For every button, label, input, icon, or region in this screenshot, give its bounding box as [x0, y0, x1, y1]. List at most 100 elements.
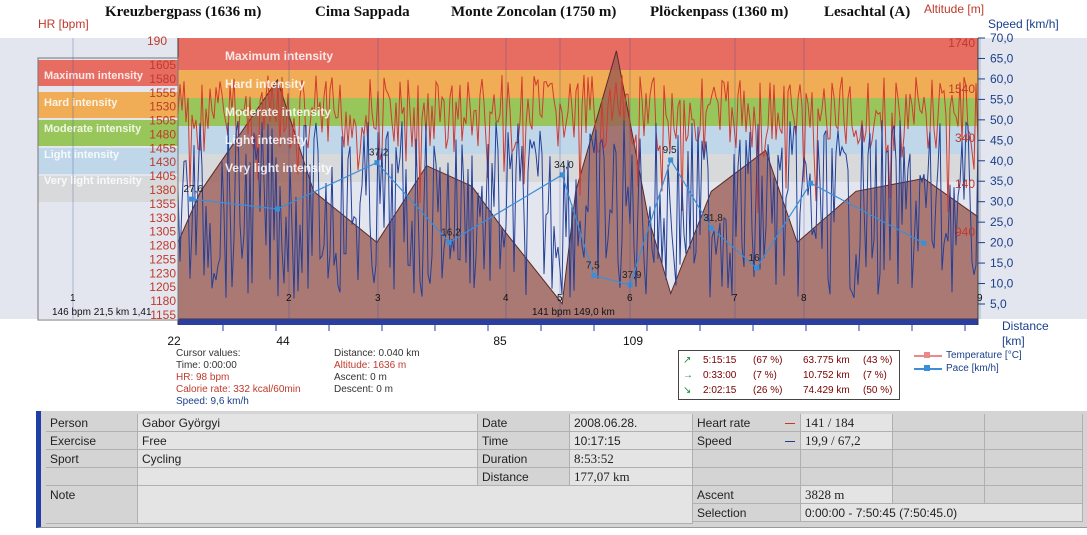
pace-point	[189, 196, 195, 202]
pace-point	[808, 180, 814, 186]
lap-label: 7	[732, 293, 738, 304]
distance-axis-label: Distance	[1002, 319, 1049, 333]
time-value[interactable]: 10:17:15	[570, 432, 693, 450]
cursor-hr: HR: 98 bpm	[176, 372, 230, 383]
cursor-title: Cursor values:	[176, 348, 241, 359]
legend-marker	[924, 352, 930, 358]
exercise-label: Exercise	[46, 432, 138, 450]
cursor-altitude: Altitude: 1636 m	[334, 360, 407, 371]
row4-blank	[693, 468, 801, 486]
lap-label: 1	[70, 293, 76, 304]
legend-item-temperature[interactable]: Temperature [°C]	[912, 350, 1022, 363]
selection-value[interactable]: 0:00:00 - 7:50:45 (7:50:45.0)	[801, 504, 1083, 522]
altitude-right-tick-label: 140	[955, 177, 975, 191]
exercise-value[interactable]: Free	[138, 432, 478, 450]
altitude-right-ticks: 140 340 940 1540 1740	[948, 36, 975, 239]
cursor-time: Time: 0:00:00	[176, 360, 237, 371]
pace-label: 34,0	[554, 160, 574, 171]
speed-extra-2	[985, 432, 1083, 450]
distance-label: Distance	[478, 468, 570, 486]
slope-dist: 63.775 km	[803, 355, 850, 366]
distance-value[interactable]: 177,07 km	[570, 468, 693, 486]
duration-value[interactable]: 8:53:52	[570, 450, 693, 468]
speed-tick-label: 35,0	[990, 174, 1014, 188]
pace-point	[559, 172, 565, 178]
pace-label: 37,9	[622, 270, 642, 281]
speed-tick-label: 25,0	[990, 215, 1014, 229]
empty-value	[138, 468, 478, 486]
slope-dist-pct: (43 %)	[863, 355, 893, 366]
altitude-tick-label: 1180	[150, 294, 176, 308]
distance-tick-label: 109	[623, 334, 643, 348]
pass-label-1: Cima Sappada	[315, 4, 410, 20]
overview-zone-band-3	[38, 148, 178, 174]
row3-blank-4	[985, 450, 1083, 468]
altitude-tick-label: 1455	[149, 141, 176, 155]
zone-band-0	[178, 38, 978, 70]
pace-point	[591, 273, 597, 278]
altitude-tick-label: 1155	[150, 308, 176, 322]
distance-tick-label: 85	[493, 334, 507, 348]
pace-point	[374, 160, 380, 166]
cursor-ascent: Ascent: 0 m	[334, 372, 387, 383]
zone-label-hard: Hard intensity	[225, 77, 305, 91]
row3-blank-2	[801, 450, 893, 468]
overview-zone-band-2	[38, 120, 178, 146]
ascent-extra-2	[985, 486, 1083, 504]
zone-label-light: Light intensity	[225, 133, 307, 147]
slope-time: 2:02:15	[703, 385, 737, 396]
slope-time-pct: (26 %)	[753, 385, 783, 396]
sport-value[interactable]: Cycling	[138, 450, 478, 468]
cursor-distance: Distance: 0.040 km	[334, 348, 420, 359]
altitude-tick-label: 1380	[149, 183, 176, 197]
overview-zone-label-maximum: Maximum intensity	[44, 70, 144, 82]
slope-time: 5:15:15	[703, 355, 737, 366]
altitude-right-tick-label: 1540	[948, 82, 975, 96]
date-value[interactable]: 2008.06.28.	[570, 414, 693, 432]
legend-label: Temperature [°C]	[946, 350, 1022, 361]
row3-blank-3	[893, 450, 985, 468]
heart-rate-series-line	[177, 74, 979, 214]
pace-point	[668, 157, 674, 163]
legend-marker	[924, 365, 930, 371]
hr-extra	[893, 414, 985, 432]
row4-blank-2	[801, 468, 893, 486]
lap-label: 6	[627, 293, 633, 304]
speed-axis-ticks: 5,0 10,0 15,0 20,0 25,0 30,0 35,0 40,0 45,0 50,0 5…	[978, 31, 1014, 311]
slope-time: 0:33:00	[703, 370, 737, 381]
zone-label-maximum: Maximum intensity	[225, 49, 333, 63]
ascent-label: Ascent	[693, 486, 801, 504]
arrow-right-icon: →	[683, 370, 693, 381]
note-value[interactable]	[138, 486, 693, 524]
speed-tick-label: 70,0	[990, 31, 1014, 45]
altitude-tick-label: 1280	[149, 239, 176, 253]
selection-label: Selection	[693, 504, 801, 522]
speed-tick-label: 65,0	[990, 51, 1014, 65]
altitude-axis-label: Altitude [m]	[924, 2, 984, 16]
altitude-tick-label: 1530	[149, 100, 176, 114]
overview-zone-band-0	[38, 60, 178, 86]
distance-tick-label: 22	[167, 334, 181, 348]
person-value[interactable]: Gabor Györgyi	[138, 414, 478, 432]
lap-label: 5	[557, 293, 563, 304]
altitude-tick-label: 1555	[149, 86, 176, 100]
sport-label: Sport	[46, 450, 138, 468]
row4-blank-4	[985, 468, 1083, 486]
slope-time-pct: (67 %)	[753, 355, 783, 366]
pass-label-3: Plöckenpass (1360 m)	[650, 4, 788, 20]
pace-points: 27,6 37,2 16,2 34,0 7,5 37,9 9,5 31,8 16	[184, 145, 927, 288]
speed-tick-label: 20,0	[990, 236, 1014, 250]
altitude-tick-label: 1255	[149, 252, 176, 266]
pace-point	[708, 225, 714, 231]
hr-label: Heart rate	[693, 414, 801, 432]
speed-line-swatch	[785, 441, 795, 442]
elevation-chart[interactable]: 27,637,216,234,07,537,99,531,816 22 44 85 1…	[0, 0, 1087, 410]
pass-label-0: Kreuzbergpass (1636 m)	[105, 4, 261, 20]
zone-band-4	[178, 154, 978, 182]
cursor-calorie: Calorie rate: 332 kcal/60min	[176, 384, 301, 395]
legend-item-pace[interactable]: Pace [km/h]	[912, 363, 1022, 376]
speed-tick-label: 55,0	[990, 92, 1014, 106]
speed-tick-label: 45,0	[990, 133, 1014, 147]
zone-label-moderate: Moderate intensity	[225, 105, 331, 119]
slope-dist: 74.429 km	[803, 385, 850, 396]
